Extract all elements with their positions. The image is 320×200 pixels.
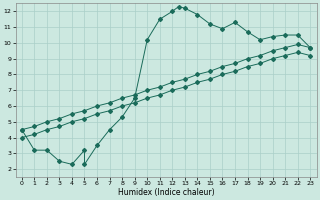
X-axis label: Humidex (Indice chaleur): Humidex (Indice chaleur) — [118, 188, 214, 197]
